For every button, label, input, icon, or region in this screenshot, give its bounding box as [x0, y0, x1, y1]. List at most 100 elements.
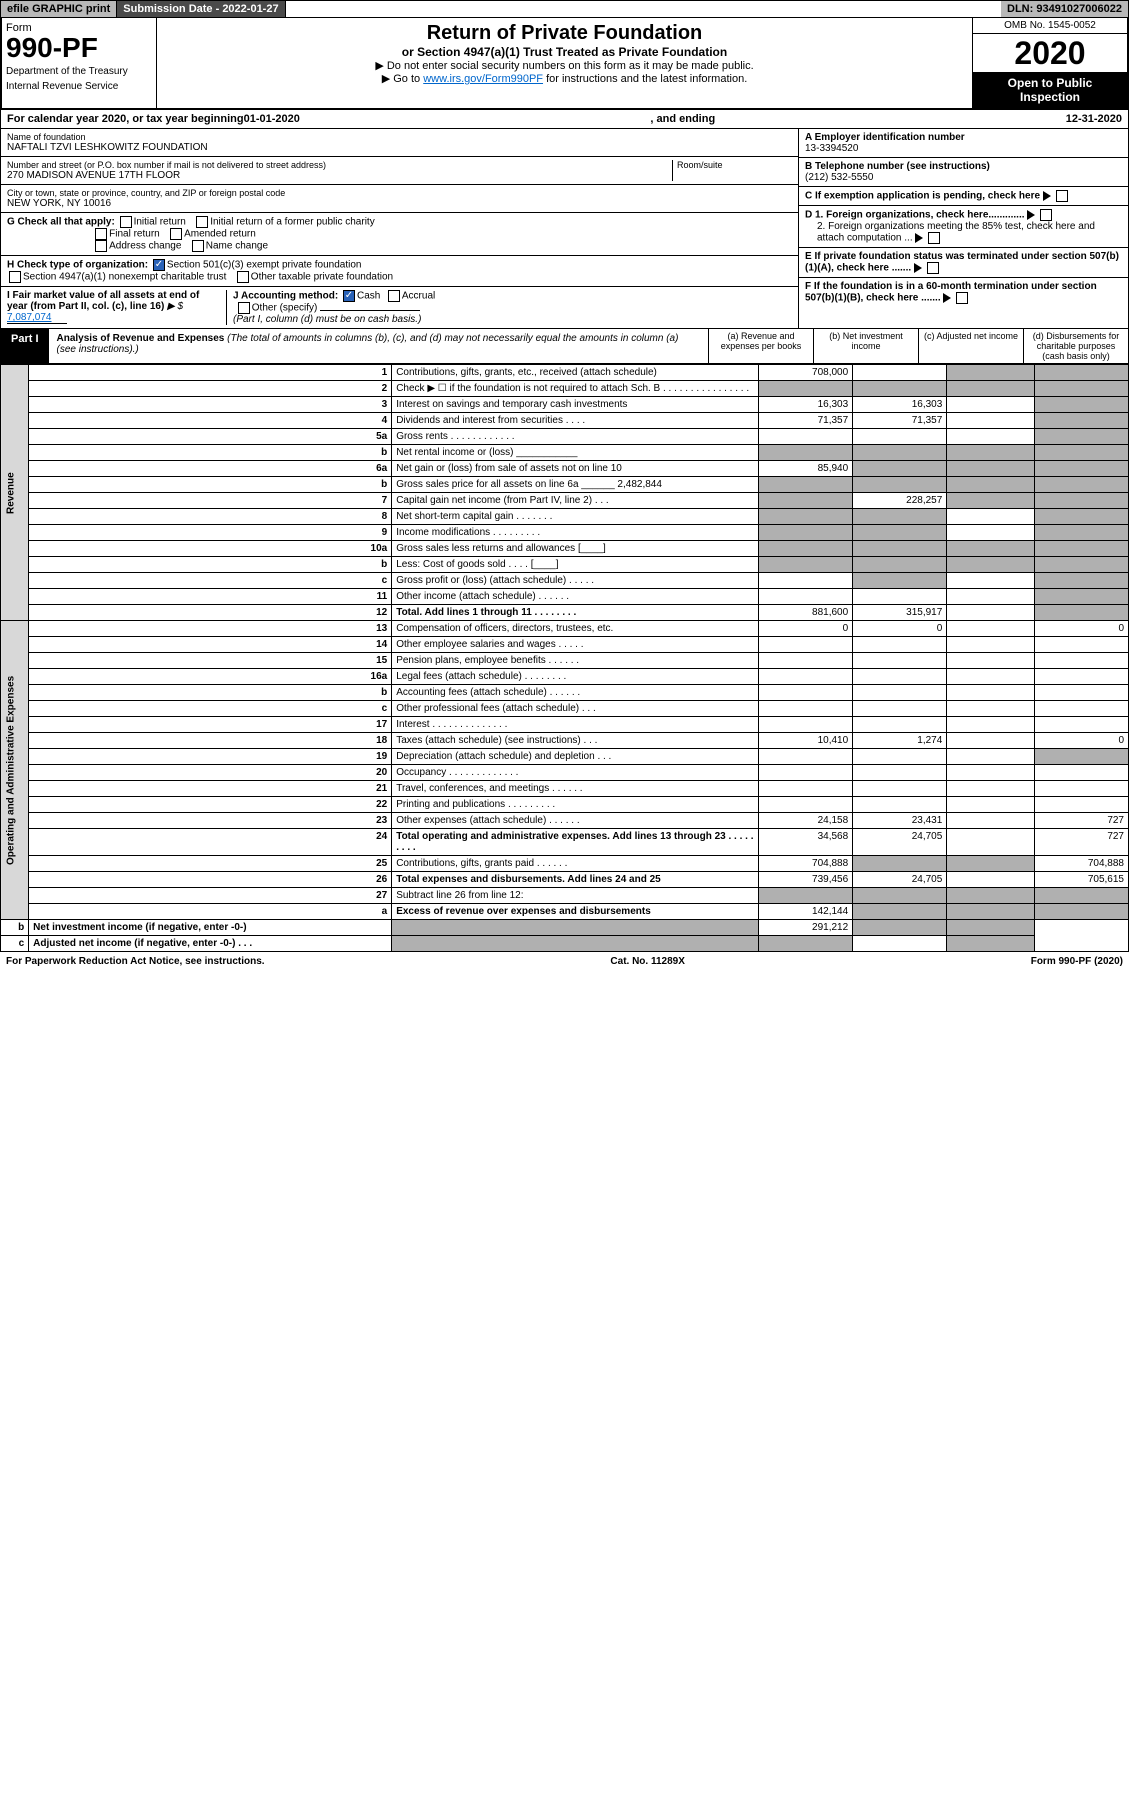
value-cell: 16,303 [853, 397, 947, 413]
c-checkbox[interactable] [1056, 190, 1068, 202]
value-cell [1034, 445, 1128, 461]
value-cell [947, 888, 1035, 904]
line-description: Depreciation (attach schedule) and deple… [392, 749, 759, 765]
value-cell: 24,158 [759, 813, 853, 829]
value-cell [759, 717, 853, 733]
value-cell [853, 888, 947, 904]
city-label: City or town, state or province, country… [7, 188, 792, 198]
value-cell [947, 685, 1035, 701]
amended-return-checkbox[interactable] [170, 228, 182, 240]
value-cell [853, 765, 947, 781]
form-subtitle: or Section 4947(a)(1) Trust Treated as P… [165, 45, 964, 59]
4947-checkbox[interactable] [9, 271, 21, 283]
value-cell [947, 813, 1035, 829]
line-number: 22 [29, 797, 392, 813]
501c3-checkbox[interactable] [153, 259, 165, 271]
value-cell [1034, 509, 1128, 525]
initial-return-checkbox[interactable] [120, 216, 132, 228]
line-description: Income modifications . . . . . . . . . [392, 525, 759, 541]
value-cell: 0 [759, 621, 853, 637]
f-checkbox[interactable] [956, 292, 968, 304]
d1-checkbox[interactable] [1040, 209, 1052, 221]
line-description: Other employee salaries and wages . . . … [392, 637, 759, 653]
value-cell [853, 936, 947, 952]
e-label: E If private foundation status was termi… [805, 251, 1119, 274]
table-row: 9Income modifications . . . . . . . . . [1, 525, 1129, 541]
table-row: 27Subtract line 26 from line 12: [1, 888, 1129, 904]
value-cell [759, 765, 853, 781]
foundation-name: NAFTALI TZVI LESHKOWITZ FOUNDATION [7, 142, 792, 153]
c-label: C If exemption application is pending, c… [805, 191, 1040, 202]
fmv-value[interactable]: 7,087,074 [7, 312, 67, 324]
value-cell [1034, 797, 1128, 813]
line-description: Net short-term capital gain . . . . . . … [392, 509, 759, 525]
table-row: 14Other employee salaries and wages . . … [1, 637, 1129, 653]
value-cell [1034, 605, 1128, 621]
value-cell [853, 904, 947, 920]
value-cell [759, 493, 853, 509]
table-row: 24Total operating and administrative exp… [1, 829, 1129, 856]
line-description: Compensation of officers, directors, tru… [392, 621, 759, 637]
page-footer: For Paperwork Reduction Act Notice, see … [0, 952, 1129, 971]
value-cell: 1,274 [853, 733, 947, 749]
line-description: Adjusted net income (if negative, enter … [29, 936, 392, 952]
line-number: c [29, 573, 392, 589]
table-row: 26Total expenses and disbursements. Add … [1, 872, 1129, 888]
other-method-checkbox[interactable] [238, 302, 250, 314]
table-row: Revenue1Contributions, gifts, grants, et… [1, 365, 1129, 381]
value-cell [1034, 749, 1128, 765]
address-change-checkbox[interactable] [95, 240, 107, 252]
instr-ssn: ▶ Do not enter social security numbers o… [165, 59, 964, 72]
value-cell [759, 509, 853, 525]
value-cell [759, 557, 853, 573]
value-cell [947, 573, 1035, 589]
line-description: Subtract line 26 from line 12: [392, 888, 759, 904]
efile-label[interactable]: efile GRAPHIC print [1, 1, 117, 17]
value-cell: 34,568 [759, 829, 853, 856]
value-cell: 23,431 [853, 813, 947, 829]
e-checkbox[interactable] [927, 262, 939, 274]
line-number: 23 [29, 813, 392, 829]
value-cell [1034, 573, 1128, 589]
value-cell [759, 541, 853, 557]
value-cell [759, 381, 853, 397]
value-cell [1034, 365, 1128, 381]
value-cell [947, 733, 1035, 749]
table-row: bGross sales price for all assets on lin… [1, 477, 1129, 493]
d2-checkbox[interactable] [928, 232, 940, 244]
line-description: Total operating and administrative expen… [392, 829, 759, 856]
calendar-year-row: For calendar year 2020, or tax year begi… [0, 110, 1129, 129]
value-cell [947, 589, 1035, 605]
tax-year: 2020 [973, 34, 1127, 72]
line-number: 18 [29, 733, 392, 749]
value-cell [759, 477, 853, 493]
value-cell [853, 856, 947, 872]
value-cell [947, 669, 1035, 685]
value-cell: 727 [1034, 813, 1128, 829]
initial-public-checkbox[interactable] [196, 216, 208, 228]
value-cell [1034, 477, 1128, 493]
other-taxable-checkbox[interactable] [237, 271, 249, 283]
value-cell [759, 653, 853, 669]
table-row: 12Total. Add lines 1 through 11 . . . . … [1, 605, 1129, 621]
final-return-checkbox[interactable] [95, 228, 107, 240]
top-bar: efile GRAPHIC print Submission Date - 20… [0, 0, 1129, 18]
value-cell: 727 [1034, 829, 1128, 856]
name-change-checkbox[interactable] [192, 240, 204, 252]
table-row: 3Interest on savings and temporary cash … [1, 397, 1129, 413]
line-description: Capital gain net income (from Part IV, l… [392, 493, 759, 509]
line-number: 26 [29, 872, 392, 888]
table-row: 5aGross rents . . . . . . . . . . . . [1, 429, 1129, 445]
value-cell [947, 509, 1035, 525]
value-cell [759, 669, 853, 685]
irs-link[interactable]: www.irs.gov/Form990PF [423, 73, 543, 85]
value-cell [853, 429, 947, 445]
line-number: 4 [29, 413, 392, 429]
accrual-checkbox[interactable] [388, 290, 400, 302]
name-label: Name of foundation [7, 132, 792, 142]
year-begin: 01-01-2020 [244, 113, 300, 125]
cash-checkbox[interactable] [343, 290, 355, 302]
line-number: c [1, 936, 29, 952]
line-number: 24 [29, 829, 392, 856]
d2-label: 2. Foreign organizations meeting the 85%… [817, 221, 1095, 244]
